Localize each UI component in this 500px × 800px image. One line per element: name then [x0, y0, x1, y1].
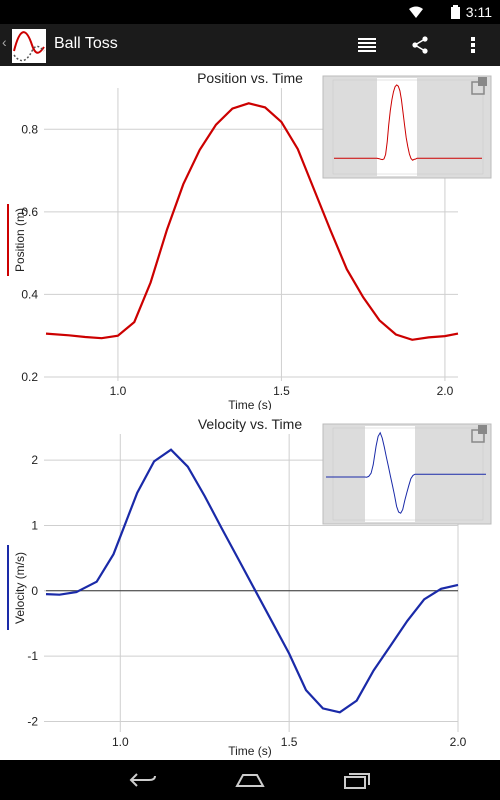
list-icon	[358, 38, 376, 52]
expand-overview-icon[interactable]	[471, 77, 487, 95]
battery-icon	[451, 5, 460, 19]
velocity-x-axis-label: Time (s)	[228, 744, 272, 758]
share-button[interactable]	[405, 30, 435, 60]
position-x-axis-label: Time (s)	[228, 398, 272, 410]
view-list-button[interactable]	[352, 30, 382, 60]
position-overview-inset[interactable]	[322, 75, 492, 179]
pos-x-tick-label: 1.0	[110, 384, 127, 398]
vel-x-tick-label: 1.5	[281, 735, 298, 749]
velocity-y-axis-label: Velocity (m/s)	[13, 552, 27, 624]
action-bar: ‹ Ball Toss	[0, 24, 500, 66]
expand-overview-icon[interactable]	[471, 425, 487, 443]
position-y-axis-label: Position (m)	[13, 208, 27, 272]
recent-apps-icon	[344, 773, 370, 789]
status-bar: 3:11	[0, 0, 500, 24]
position-chart[interactable]: Position vs. Time 1.0 1.5 2.0 0.2 0.4 0.6 0.8…	[0, 66, 500, 412]
vel-y-tick-label: 2	[31, 453, 38, 467]
velocity-graph-panel[interactable]: Velocity vs. Time 1.0 1.5 2.0 2 1 0 -1 -2 Time…	[0, 410, 500, 760]
vel-y-tick-label: -2	[27, 714, 38, 728]
app-title: Ball Toss	[54, 35, 118, 52]
back-button[interactable]	[123, 768, 163, 792]
velocity-overview-inset[interactable]	[322, 423, 492, 525]
vel-x-tick-label: 2.0	[450, 735, 467, 749]
status-time: 3:11	[465, 4, 492, 20]
recent-apps-button[interactable]	[337, 768, 377, 792]
pos-y-tick-label: 0.8	[21, 122, 38, 136]
vel-x-tick-label: 1.0	[112, 735, 129, 749]
pos-x-tick-label: 2.0	[437, 384, 454, 398]
velocity-chart[interactable]: Velocity vs. Time 1.0 1.5 2.0 2 1 0 -1 -2 Time…	[0, 410, 500, 760]
vel-y-tick-label: 0	[31, 584, 38, 598]
velocity-series-line	[45, 448, 459, 714]
pos-y-tick-label: 0.4	[21, 287, 38, 301]
up-caret-icon[interactable]: ‹	[2, 34, 7, 50]
velocity-chart-title: Velocity vs. Time	[198, 416, 302, 432]
wifi-icon	[409, 6, 423, 18]
vel-y-tick-label: 1	[31, 518, 38, 532]
share-icon	[412, 36, 428, 54]
vel-y-tick-label: -1	[27, 649, 38, 663]
position-overview-line	[334, 84, 482, 161]
position-series-line	[45, 102, 459, 341]
back-icon	[129, 773, 156, 787]
overflow-dots-icon	[471, 37, 475, 53]
overflow-menu-button[interactable]	[458, 30, 488, 60]
pos-x-tick-label: 1.5	[273, 384, 290, 398]
home-button[interactable]	[230, 768, 270, 792]
home-icon	[235, 774, 265, 787]
position-chart-title: Position vs. Time	[197, 70, 303, 86]
velocity-overview-line	[326, 431, 486, 514]
pos-y-tick-label: 0.2	[21, 370, 38, 384]
navigation-bar	[0, 760, 500, 800]
position-graph-panel[interactable]: Position vs. Time 1.0 1.5 2.0 0.2 0.4 0.6 0.8…	[0, 66, 500, 412]
ball-toss-app-icon[interactable]	[12, 29, 46, 63]
pos-y-tick-label: 0.6	[21, 205, 38, 219]
